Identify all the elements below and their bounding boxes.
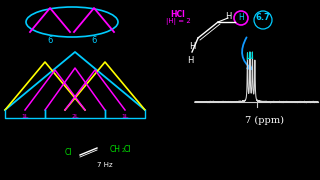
Text: 7 Hz: 7 Hz [97,162,113,168]
Text: HCl: HCl [171,10,185,19]
Text: H: H [187,56,193,65]
Text: 2: 2 [122,148,125,153]
Text: 6: 6 [47,36,53,45]
Text: H: H [189,42,195,51]
Text: 2L: 2L [71,114,79,120]
FancyArrowPatch shape [242,37,252,69]
Text: Cl: Cl [124,145,132,154]
Text: 6: 6 [91,36,97,45]
Text: |H| = 2: |H| = 2 [166,18,190,25]
Text: Cl: Cl [64,148,72,157]
Text: H: H [225,12,231,21]
Text: CH: CH [110,145,121,154]
Text: 1L: 1L [21,114,29,120]
Text: H: H [238,14,244,22]
Text: 6.7: 6.7 [256,14,270,22]
Text: 1L: 1L [121,114,129,120]
Text: 7 (ppm): 7 (ppm) [245,116,284,125]
